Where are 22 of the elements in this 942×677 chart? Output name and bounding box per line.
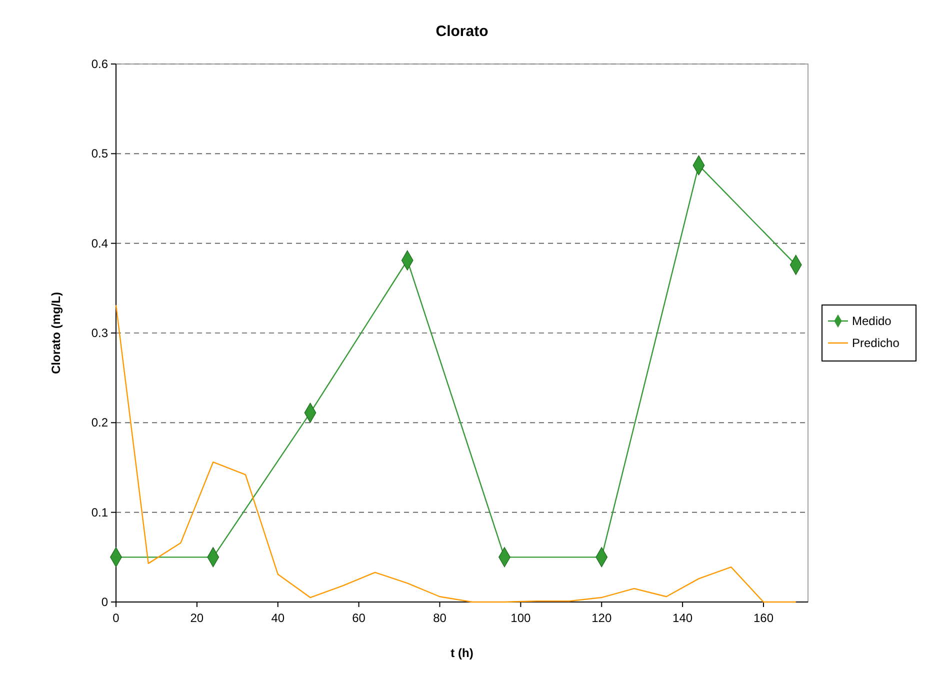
x-tick-label: 140 — [672, 611, 693, 625]
legend-label: Medido — [852, 314, 892, 328]
x-tick-label: 20 — [190, 611, 204, 625]
legend-label: Predicho — [852, 336, 900, 350]
y-tick-label: 0.6 — [91, 57, 108, 71]
y-tick-label: 0.2 — [91, 416, 108, 430]
y-axis-title: Clorato (mg/L) — [49, 292, 63, 374]
x-tick-label: 0 — [112, 611, 120, 625]
line-series — [115, 304, 796, 603]
x-axis-title: t (h) — [450, 646, 474, 660]
y-tick-label: 0.1 — [91, 505, 108, 520]
x-tick-label: 160 — [753, 611, 774, 625]
x-tick-label: 100 — [510, 611, 532, 625]
y-tick-label: 0 — [101, 595, 108, 609]
chart-title: Clorato — [436, 23, 488, 40]
x-tick-label: 40 — [271, 611, 285, 625]
x-tick-label: 120 — [592, 611, 612, 625]
x-tick-label: 80 — [433, 611, 447, 625]
y-tick-label: 0.3 — [91, 326, 108, 340]
y-tick-label: 0.5 — [91, 146, 108, 161]
x-tick-label: 60 — [352, 611, 366, 625]
y-tick-label: 0.4 — [91, 236, 108, 250]
